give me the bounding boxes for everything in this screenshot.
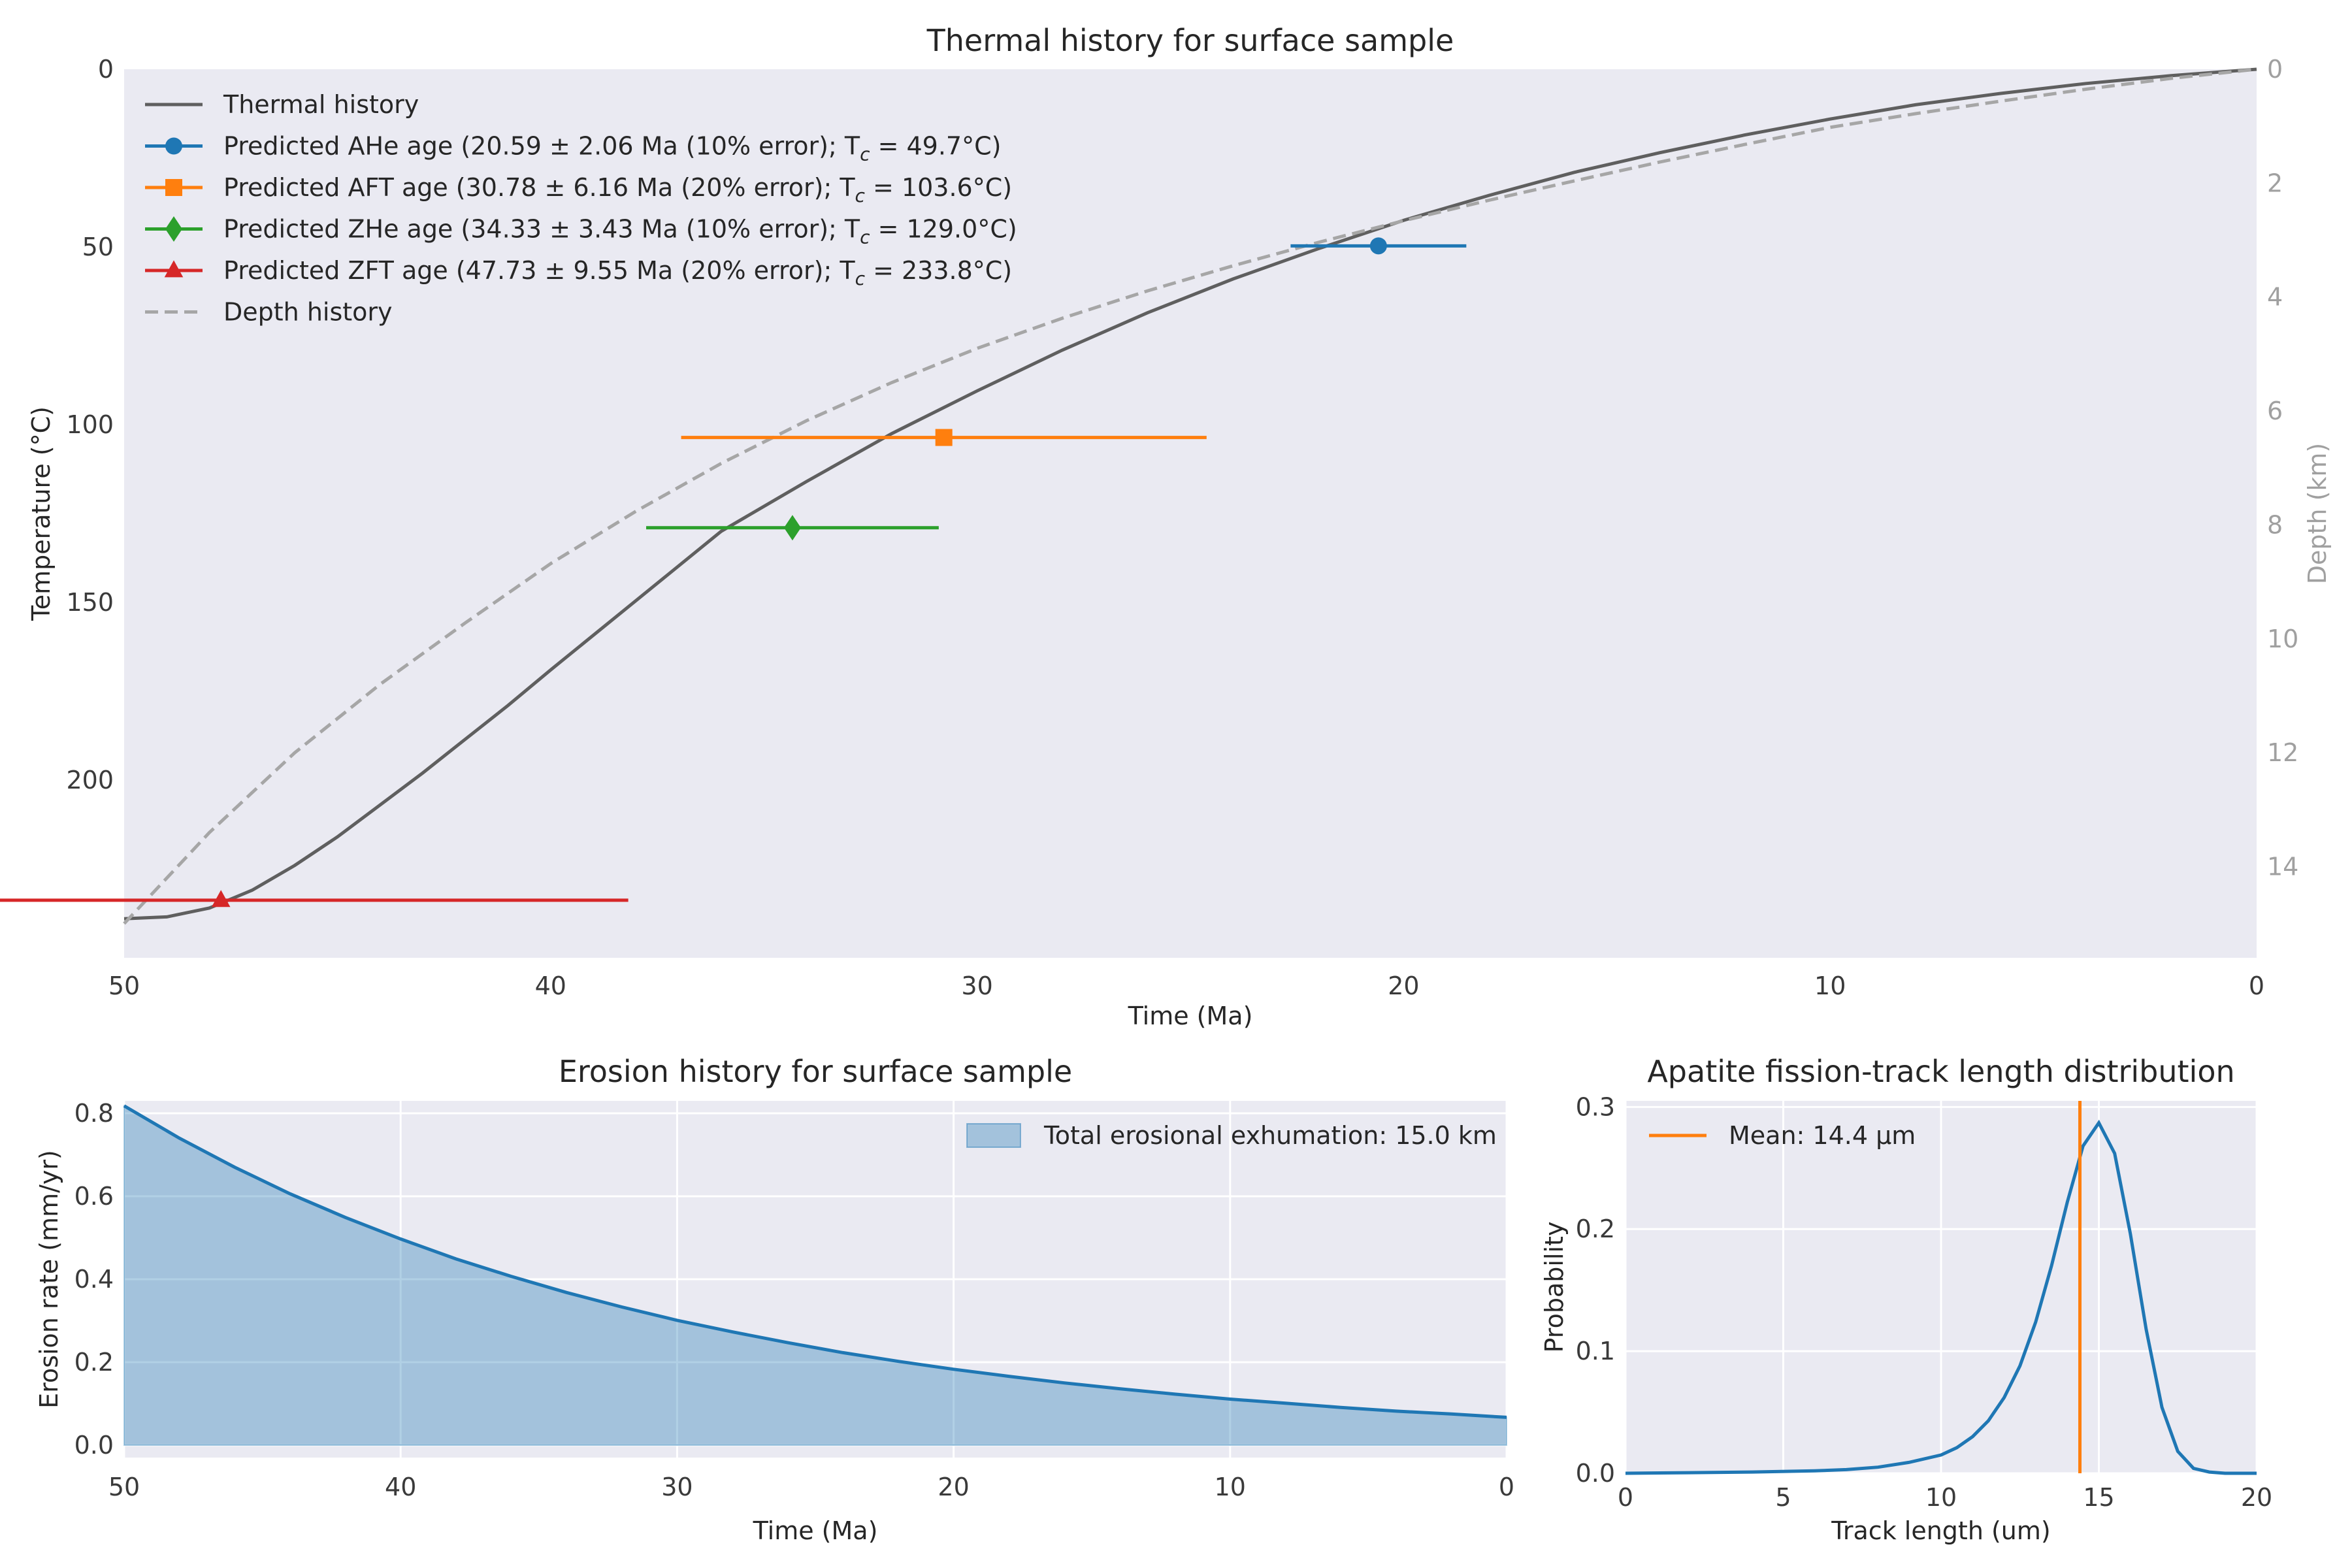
erosion-chart-title: Erosion history for surface sample (559, 1054, 1072, 1089)
thermal-y-tick: 100 (66, 410, 114, 439)
thermal-x-axis-label: Time (Ma) (1128, 1002, 1253, 1030)
thermal-y2-axis-label: Depth (km) (2303, 443, 2332, 585)
legend-erosion-label: Total erosional exhumation: 15.0 km (1043, 1121, 1497, 1150)
depth-history-line (123, 67, 2257, 925)
track-length-panel: Apatite fission-track length distributio… (1540, 1054, 2272, 1545)
track-length-curve (1625, 1119, 2257, 1475)
track-length-chart-title: Apatite fission-track length distributio… (1647, 1054, 2234, 1089)
erosion-legend: Total erosional exhumation: 15.0 km (966, 1121, 1497, 1150)
legend-thermal-label: Thermal history (223, 90, 419, 119)
track-length-x-axis-label: Track length (um) (1831, 1516, 2050, 1545)
thermal-y2-tick: 8 (2267, 510, 2283, 539)
erosion-y-tick: 0.6 (74, 1182, 114, 1211)
thermal-legend: Thermal history Predicted AHe age (20.59 … (145, 90, 1017, 327)
erosion-y-tick: 0.4 (74, 1265, 114, 1294)
legend-age-marker (165, 137, 182, 155)
thermal-y2-tick: 4 (2267, 283, 2283, 312)
age-marker (783, 515, 801, 541)
thermal-y2-tick: 12 (2267, 738, 2298, 767)
thermal-y-tick: 200 (66, 766, 114, 794)
thermal-y2-tick: 14 (2267, 853, 2298, 881)
track-y-tick: 0.0 (1576, 1459, 1615, 1488)
track-y-tick: 0.1 (1576, 1337, 1615, 1365)
legend-depth-label: Depth history (223, 298, 393, 327)
erosion-x-tick: 40 (385, 1473, 416, 1501)
track-length-y-axis-label: Probability (1540, 1222, 1569, 1353)
thermal-x-tick: 50 (108, 972, 140, 1000)
track-y-tick: 0.2 (1576, 1215, 1615, 1243)
legend-age-marker (165, 216, 182, 242)
track-x-tick: 10 (1925, 1483, 1957, 1512)
thermal-y2-tick: 10 (2267, 625, 2298, 653)
track-x-tick: 20 (2241, 1483, 2272, 1512)
legend-age-label: Predicted AHe age (20.59 ± 2.06 Ma (10% … (223, 132, 1001, 165)
legend-age-label: Predicted ZHe age (34.33 ± 3.43 Ma (10% … (223, 215, 1017, 248)
erosion-x-tick: 0 (1499, 1473, 1514, 1501)
thermal-y2-tick: 2 (2267, 169, 2283, 197)
thermal-chart-title: Thermal history for surface sample (926, 23, 1454, 58)
thermal-x-tick: 10 (1814, 972, 1846, 1000)
erosion-x-tick: 30 (661, 1473, 693, 1501)
erosion-x-tick: 20 (938, 1473, 969, 1501)
erosion-rate-line (123, 1104, 1507, 1419)
erosion-x-axis-label: Time (Ma) (753, 1516, 878, 1545)
track-y-tick: 0.3 (1576, 1092, 1615, 1121)
legend-age-marker (165, 179, 182, 196)
thermal-y-tick: 0 (98, 55, 114, 84)
thermal-y-tick: 150 (66, 588, 114, 617)
thermal-plot-area (124, 69, 2257, 958)
erosion-y-tick: 0.8 (74, 1099, 114, 1128)
thermal-history-panel: Thermal history for surface sample 50 40 3… (0, 23, 2332, 1030)
thermal-x-tick: 0 (2249, 972, 2264, 1000)
age-marker (1369, 237, 1387, 255)
track-length-legend: Mean: 14.4 μm (1649, 1121, 1916, 1150)
erosion-y-tick: 0.0 (74, 1431, 114, 1460)
legend-age-label: Predicted AFT age (30.78 ± 6.16 Ma (20% … (223, 173, 1012, 206)
thermal-y-axis-label: Temperature (°C) (27, 406, 56, 621)
thermal-y2-tick: 0 (2267, 55, 2283, 84)
thermal-x-tick: 30 (961, 972, 992, 1000)
erosion-history-panel: Erosion history for surface sample 50 40 3… (35, 1054, 1514, 1545)
thermal-y2-tick: 6 (2267, 397, 2283, 425)
thermal-x-tick: 40 (535, 972, 566, 1000)
legend-age-label: Predicted ZFT age (47.73 ± 9.55 Ma (20% … (223, 256, 1012, 289)
track-x-tick: 5 (1775, 1483, 1791, 1512)
thermal-x-tick: 20 (1388, 972, 1419, 1000)
erosion-y-tick: 0.2 (74, 1348, 114, 1377)
age-marker (211, 890, 231, 907)
erosion-x-tick: 50 (108, 1473, 140, 1501)
track-x-tick: 0 (1618, 1483, 1633, 1512)
legend-mean-label: Mean: 14.4 μm (1729, 1121, 1916, 1150)
track-x-tick: 15 (2083, 1483, 2114, 1512)
legend-erosion-swatch (966, 1123, 1021, 1148)
legend-age-marker (164, 260, 184, 278)
erosion-x-tick: 10 (1215, 1473, 1246, 1501)
age-marker (935, 429, 953, 446)
thermal-y-tick: 50 (82, 233, 114, 261)
thermal-history-line (123, 67, 2257, 921)
erosion-y-axis-label: Erosion rate (mm/yr) (35, 1150, 63, 1409)
